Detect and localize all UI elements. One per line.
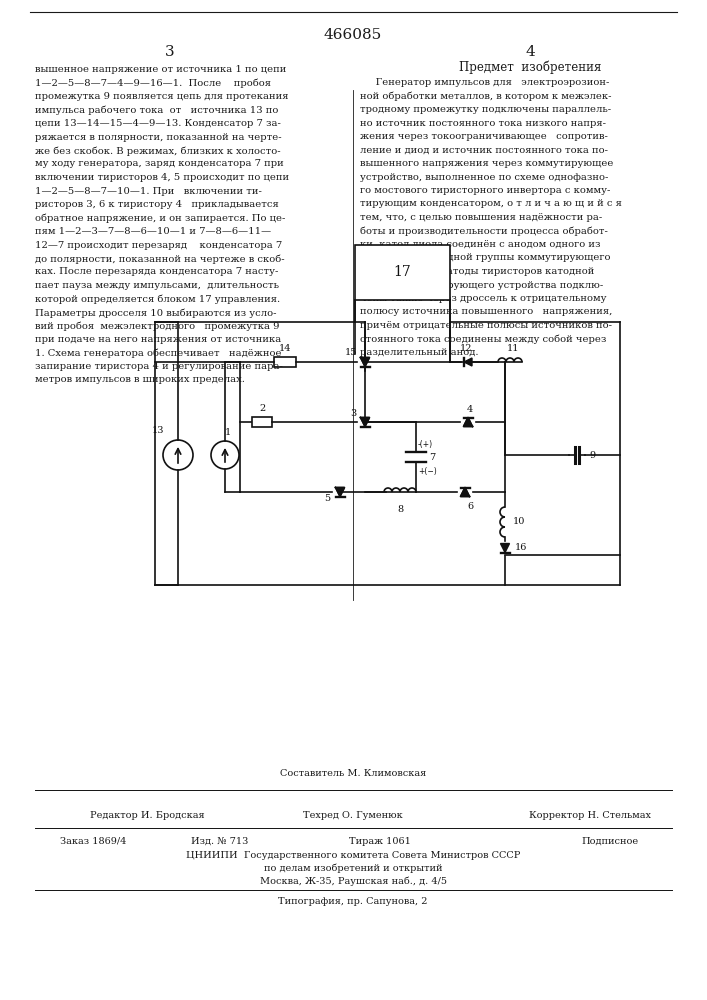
Text: промежутка 9 появляется цепь для протекания: промежутка 9 появляется цепь для протека… — [35, 92, 288, 101]
Text: Типография, пр. Сапунова, 2: Типография, пр. Сапунова, 2 — [279, 898, 428, 906]
Text: Редактор И. Бродская: Редактор И. Бродская — [90, 810, 204, 820]
Text: тем, что, с целью повышения надёжности ра-: тем, что, с целью повышения надёжности р… — [360, 213, 602, 222]
Text: но источник постоянного тока низкого напря-: но источник постоянного тока низкого нап… — [360, 118, 606, 127]
Text: тирующим конденсатором, о т л и ч а ю щ и й с я: тирующим конденсатором, о т л и ч а ю щ … — [360, 200, 622, 209]
Text: запирание тиристора 4 и регулирование пара-: запирание тиристора 4 и регулирование па… — [35, 362, 283, 371]
Text: вышенного напряжения через коммутирующее: вышенного напряжения через коммутирующее — [360, 159, 614, 168]
Text: устройства,   а катоды тиристоров катодной: устройства, а катоды тиристоров катодной — [360, 267, 595, 276]
Text: включении тиристоров 4, 5 происходит по цепи: включении тиристоров 4, 5 происходит по … — [35, 173, 289, 182]
Polygon shape — [460, 488, 469, 496]
Text: стоянного тока соединены между собой через: стоянного тока соединены между собой чер… — [360, 334, 607, 344]
Text: тиристоров катодной группы коммутирующего: тиристоров катодной группы коммутирующег… — [360, 253, 611, 262]
Text: 13: 13 — [152, 426, 164, 435]
Text: Корректор Н. Стельмах: Корректор Н. Стельмах — [529, 810, 651, 820]
Text: метров импульсов в широких пределах.: метров импульсов в широких пределах. — [35, 375, 245, 384]
Text: Подписное: Подписное — [581, 836, 638, 846]
Text: 3: 3 — [350, 409, 356, 418]
Text: которой определяется блоком 17 управления.: которой определяется блоком 17 управлени… — [35, 294, 280, 304]
Polygon shape — [464, 418, 472, 426]
Text: чены также через дроссель к отрицательному: чены также через дроссель к отрицательно… — [360, 294, 607, 303]
Text: при подаче на него напряжения от источника: при подаче на него напряжения от источни… — [35, 335, 281, 344]
Text: Москва, Ж-35, Раушская наб., д. 4/5: Москва, Ж-35, Раушская наб., д. 4/5 — [259, 876, 447, 886]
Text: полюсу источника повышенного   напряжения,: полюсу источника повышенного напряжения, — [360, 308, 612, 316]
Text: го мостового тиристорного инвертора с комму-: го мостового тиристорного инвертора с ко… — [360, 186, 610, 195]
Text: 9: 9 — [589, 450, 595, 460]
Text: Предмет  изобретения: Предмет изобретения — [459, 60, 601, 74]
Text: разделительный анод.: разделительный анод. — [360, 348, 479, 357]
Text: Генератор импульсов для   электроэрозион-: Генератор импульсов для электроэрозион- — [360, 78, 609, 87]
Text: боты и производительности процесса обработ-: боты и производительности процесса обраб… — [360, 227, 608, 236]
Text: 7: 7 — [429, 452, 436, 462]
Text: пям 1—2—3—7—8—6—10—1 и 7—8—6—11—: пям 1—2—3—7—8—6—10—1 и 7—8—6—11— — [35, 227, 271, 236]
Text: 2: 2 — [259, 404, 265, 413]
Text: жения через токоограничивающее   сопротив-: жения через токоограничивающее сопротив- — [360, 132, 608, 141]
Text: импульса рабочего тока  от   источника 13 по: импульса рабочего тока от источника 13 п… — [35, 105, 279, 115]
Text: 3: 3 — [165, 45, 175, 59]
Text: обратное напряжение, и он запирается. По це-: обратное напряжение, и он запирается. По… — [35, 214, 286, 223]
Text: тродному промежутку подключены параллель-: тродному промежутку подключены параллель… — [360, 105, 611, 114]
Polygon shape — [336, 488, 344, 496]
Text: 16: 16 — [515, 544, 527, 552]
Text: ЦНИИПИ  Государственного комитета Совета Министров СССР: ЦНИИПИ Государственного комитета Совета … — [186, 850, 520, 859]
Text: 5: 5 — [324, 494, 330, 503]
Text: ной обработки металлов, в котором к межэлек-: ной обработки металлов, в котором к межэ… — [360, 92, 612, 101]
Text: -(+): -(+) — [418, 440, 433, 449]
Text: Параметры дросселя 10 выбираются из усло-: Параметры дросселя 10 выбираются из усло… — [35, 308, 276, 318]
Bar — [252, 417, 272, 427]
Text: вий пробоя  межэлектродного   промежутка 9: вий пробоя межэлектродного промежутка 9 — [35, 322, 279, 331]
Text: ряжается в полярности, показанной на черте-: ряжается в полярности, показанной на чер… — [35, 132, 281, 141]
Text: Составитель М. Климовская: Составитель М. Климовская — [280, 769, 426, 778]
Text: 8: 8 — [397, 505, 403, 514]
Text: 11: 11 — [507, 344, 519, 353]
Text: по делам изобретений и открытий: по делам изобретений и открытий — [264, 863, 443, 873]
Text: 6: 6 — [467, 502, 473, 511]
Text: Заказ 1869/4: Заказ 1869/4 — [60, 836, 127, 846]
Text: 1: 1 — [225, 428, 231, 437]
Text: 1—2—5—8—7—4—9—16—1.  После    пробоя: 1—2—5—8—7—4—9—16—1. После пробоя — [35, 79, 271, 88]
Text: 12: 12 — [460, 344, 472, 353]
Text: 4: 4 — [525, 45, 535, 59]
Text: 1. Схема генератора обеспечивает   надёжное: 1. Схема генератора обеспечивает надёжно… — [35, 349, 281, 358]
Text: 14: 14 — [279, 344, 291, 353]
Text: ристоров 3, 6 к тиристору 4   прикладывается: ристоров 3, 6 к тиристору 4 прикладывает… — [35, 200, 279, 209]
Text: 466085: 466085 — [324, 28, 382, 42]
Text: Изд. № 713: Изд. № 713 — [192, 836, 249, 846]
Text: вышенное напряжение от источника 1 по цепи: вышенное напряжение от источника 1 по це… — [35, 65, 286, 74]
Text: ление и диод и источник постоянного тока по-: ление и диод и источник постоянного тока… — [360, 145, 608, 154]
Text: 17: 17 — [394, 265, 411, 279]
Text: Техред О. Гуменюк: Техред О. Гуменюк — [303, 810, 403, 820]
Text: 15: 15 — [345, 348, 357, 357]
Text: 1—2—5—8—7—10—1. При   включении ти-: 1—2—5—8—7—10—1. При включении ти- — [35, 186, 262, 196]
Text: 12—7 происходит перезаряд    конденсатора 7: 12—7 происходит перезаряд конденсатора 7 — [35, 240, 282, 249]
Polygon shape — [361, 358, 370, 366]
Text: цепи 13—14—15—4—9—13. Конденсатор 7 за-: цепи 13—14—15—4—9—13. Конденсатор 7 за- — [35, 119, 281, 128]
Text: ках. После перезаряда конденсатора 7 насту-: ках. После перезаряда конденсатора 7 нас… — [35, 267, 279, 276]
Text: ки, катод диода соединён с анодом одного из: ки, катод диода соединён с анодом одного… — [360, 240, 600, 249]
Bar — [274, 357, 296, 367]
Text: же без скобок. В режимах, близких к холосто-: же без скобок. В режимах, близких к холо… — [35, 146, 281, 155]
Text: 4: 4 — [467, 405, 473, 414]
Bar — [355, 245, 450, 300]
Text: до полярности, показанной на чертеже в скоб-: до полярности, показанной на чертеже в с… — [35, 254, 285, 263]
Text: 10: 10 — [513, 518, 525, 526]
Text: группы коммутирующего устройства подклю-: группы коммутирующего устройства подклю- — [360, 280, 603, 290]
Polygon shape — [361, 418, 370, 426]
Polygon shape — [501, 544, 510, 552]
Text: му ходу генератора, заряд конденсатора 7 при: му ходу генератора, заряд конденсатора 7… — [35, 159, 284, 168]
Polygon shape — [464, 358, 472, 366]
Text: пает пауза между импульсами,  длительность: пает пауза между импульсами, длительност… — [35, 281, 279, 290]
Text: устройство, выполненное по схеме однофазно-: устройство, выполненное по схеме однофаз… — [360, 172, 609, 182]
Text: причём отрицательные полюсы источников по-: причём отрицательные полюсы источников п… — [360, 321, 612, 330]
Text: +(−): +(−) — [418, 467, 437, 476]
Text: Тираж 1061: Тираж 1061 — [349, 836, 411, 846]
